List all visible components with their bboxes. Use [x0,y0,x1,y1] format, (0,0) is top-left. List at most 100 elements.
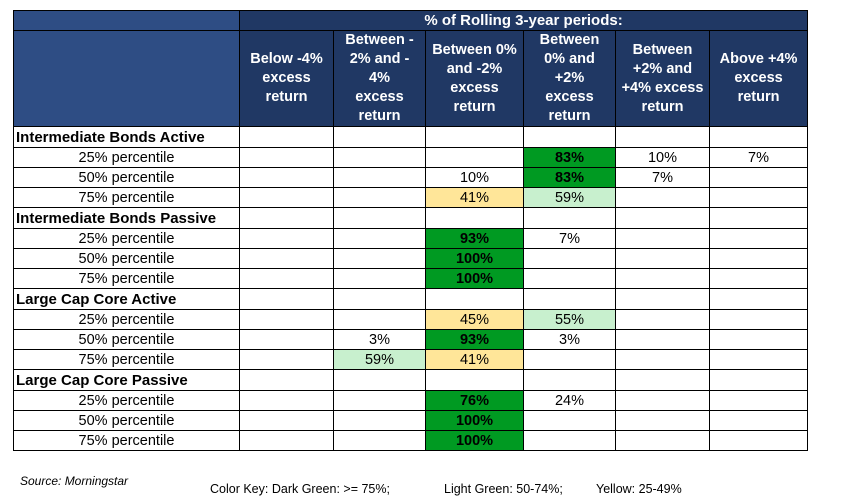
column-header-line: excess [545,89,594,105]
group-empty-cell [523,207,616,229]
column-header-line: 4% [369,70,390,86]
row-label: 25% percentile [13,309,240,330]
table-row: 50% percentile 3% 93% 3% [13,329,809,350]
value-cell [239,329,334,350]
value-cell [615,248,710,269]
row-label: 75% percentile [13,187,240,208]
value-cell [333,228,426,249]
group-empty-cell [708,369,809,391]
group-empty-cell [523,288,616,310]
column-header-line: excess [262,70,311,86]
value-cell: 41% [425,349,524,370]
value-cell [708,187,809,208]
group-empty-cell [708,126,809,148]
value-cell: 7% [523,228,616,249]
value-cell [615,390,710,411]
value-cell [708,430,809,451]
value-cell [708,309,809,330]
value-cell: 100% [425,248,524,269]
value-cell: 3% [333,329,426,350]
group-empty-cell [615,288,710,310]
value-cell [239,410,334,431]
value-cell [708,410,809,431]
value-cell [239,228,334,249]
value-cell [523,268,616,289]
value-cell: 83% [523,147,616,168]
color-key-prefix: Color Key: [210,482,269,496]
group-empty-cell [425,288,524,310]
table-row: 25% percentile 76% 24% [13,390,809,411]
column-header-line: +2% [554,70,585,86]
value-cell [239,167,334,188]
column-header: Above +4% excess return [708,30,809,127]
group-empty-cell [523,369,616,391]
value-cell: 83% [523,167,616,188]
column-header-line: excess [355,89,404,105]
group-empty-cell [425,207,524,229]
column-header-line: Between - [345,32,414,48]
column-header: Between 0% and -2% excess return [425,30,524,127]
table-row: 50% percentile 10% 83% 7% [13,167,809,188]
value-cell [333,410,426,431]
column-header-line: return [548,108,591,124]
value-cell: 10% [425,167,524,188]
group-empty-cell [615,207,710,229]
column-header-line: 2% and - [349,51,410,67]
value-cell [708,329,809,350]
row-label: 50% percentile [13,410,240,431]
table-row: 25% percentile 45% 55% [13,309,809,330]
value-cell [239,390,334,411]
value-cell [523,248,616,269]
column-header-line: Between [632,41,693,58]
value-cell: 59% [523,187,616,208]
table-row: 25% percentile 93% 7% [13,228,809,249]
value-cell [615,430,710,451]
column-header: Below -4% excess return [239,30,334,127]
value-cell [708,228,809,249]
value-cell [239,187,334,208]
color-key-dark-green-label: Dark Green: >= 75%; [271,482,390,496]
row-label: 25% percentile [13,228,240,249]
group-row: Intermediate Bonds Active [13,126,809,148]
row-label: 75% percentile [13,430,240,451]
group-empty-cell [615,126,710,148]
row-label: 50% percentile [13,167,240,188]
group-empty-cell [239,126,334,148]
group-label: Large Cap Core Active [13,288,240,310]
value-cell: 93% [425,329,524,350]
value-cell: 10% [615,147,710,168]
value-cell [615,329,710,350]
column-header-line: return [453,98,496,115]
row-label: 50% percentile [13,248,240,269]
row-label: 50% percentile [13,329,240,350]
group-row: Large Cap Core Active [13,288,809,310]
source-note: Source: Morningstar [20,474,129,488]
value-cell [239,147,334,168]
column-header: Between - 2% and - 4% excess return [333,30,426,127]
value-cell [239,349,334,370]
table-row: 50% percentile 100% [13,248,809,269]
column-header-line: return [358,108,401,124]
value-cell: 59% [333,349,426,370]
value-cell [425,147,524,168]
value-cell: 24% [523,390,616,411]
value-cell: 100% [425,268,524,289]
group-empty-cell [523,126,616,148]
value-cell [333,167,426,188]
value-cell [615,187,710,208]
column-header-line: Below -4% [250,51,323,67]
table-row: 25% percentile 83% 10% 7% [13,147,809,168]
value-cell [615,268,710,289]
column-header-line: excess [734,70,783,86]
column-header-line: return [265,89,308,105]
column-header-line: Above +4% [719,51,798,67]
value-cell [708,167,809,188]
column-header-line: return [737,89,780,105]
group-empty-cell [239,369,334,391]
value-cell [708,268,809,289]
group-empty-cell [708,288,809,310]
value-cell [239,430,334,451]
row-label: 75% percentile [13,268,240,289]
value-cell: 7% [708,147,809,168]
value-cell [523,430,616,451]
